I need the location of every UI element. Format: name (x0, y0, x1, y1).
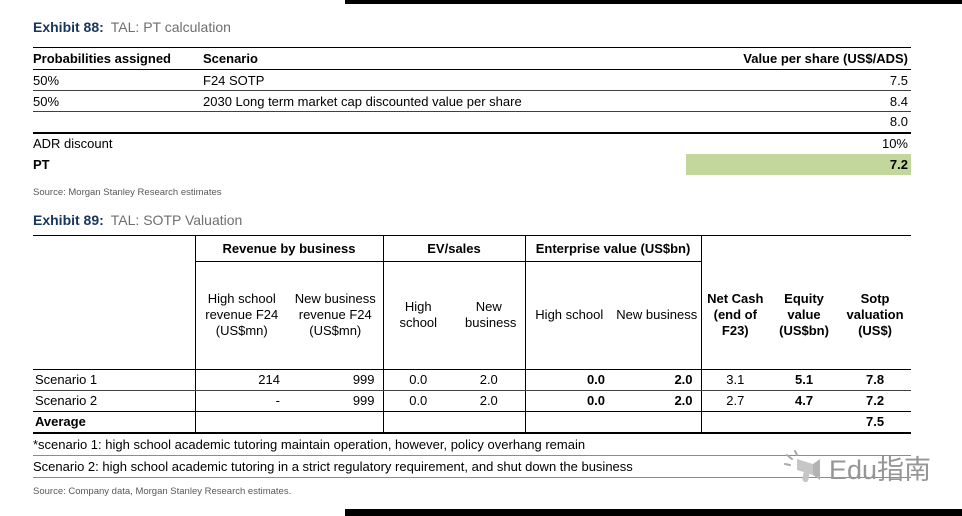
col-sotp-valuation: Sotp valuation (US$) (839, 261, 912, 370)
table-row: 50% 2030 Long term market cap discounted… (33, 90, 911, 112)
group-revenue-by-business: Revenue by business (194, 235, 384, 262)
scenario-1-row: Scenario 1 214 999 0.0 2.0 0.0 2.0 3.1 5… (33, 369, 912, 391)
footnote-scenario-2: Scenario 2: high school academic tutorin… (33, 456, 911, 478)
pt-label: PT (33, 156, 50, 172)
value-cell: 7.5 (686, 69, 911, 91)
cell: 5.1 (769, 369, 840, 391)
cell: 0.0 (382, 390, 454, 412)
price-target-row: PT 7.2 (33, 153, 911, 175)
exhibit-88-label: Exhibit 88: (33, 19, 104, 35)
group-header-row: Revenue by business EV/sales Enterprise … (33, 235, 912, 262)
subtotal-row: 8.0 (33, 111, 911, 134)
average-label: Average (33, 411, 195, 434)
col-high-school-revenue: High school revenue F24 (US$mn) (194, 261, 288, 370)
table-header-row: Probabilities assigned Scenario Value pe… (33, 47, 911, 70)
cell: 999 (288, 369, 384, 391)
cell: 2.0 (453, 390, 526, 412)
cell: 2.0 (613, 390, 702, 412)
cell: 214 (194, 369, 288, 391)
column-header-row: High school revenue F24 (US$mn) New busi… (33, 261, 912, 370)
adr-discount-label: ADR discount (33, 136, 113, 151)
exhibit-88-name: TAL: PT calculation (110, 19, 231, 35)
col-equity-value: Equity value (US$bn) (769, 261, 840, 370)
cell: 999 (288, 390, 384, 412)
megaphone-icon (784, 449, 820, 482)
cell: 0.0 (382, 369, 454, 391)
scenario-cell: F24 SOTP (203, 69, 686, 91)
col-evsales-high-school: High school (382, 261, 454, 370)
footnote-scenario-1: *scenario 1: high school academic tutori… (33, 434, 911, 456)
pt-calculation-table: Probabilities assigned Scenario Value pe… (33, 47, 911, 175)
cell: - (194, 390, 288, 412)
cell: 2.7 (700, 390, 770, 412)
cell: 2.0 (613, 369, 702, 391)
col-value-per-share: Value per share (US$/ADS) (686, 47, 911, 70)
col-ev-high-school: High school (524, 261, 614, 370)
scenario-name: Scenario 2 (33, 390, 195, 412)
edu-zhinan-watermark: Edu指南 (784, 448, 931, 487)
adr-discount-value: 10% (881, 136, 908, 151)
scenario-2-row: Scenario 2 - 999 0.0 2.0 0.0 2.0 2.7 4.7… (33, 390, 912, 412)
bottom-black-bar (345, 509, 962, 516)
average-row: Average 7.5 (33, 411, 912, 434)
adr-discount-row: ADR discount 10% (33, 133, 911, 154)
sotp-valuation-table: Revenue by business EV/sales Enterprise … (33, 234, 912, 434)
cell: 7.8 (839, 369, 912, 391)
value-cell: 8.4 (686, 90, 911, 112)
source-note: Source: Morgan Stanley Research estimate… (33, 186, 222, 198)
table-row: 50% F24 SOTP 7.5 (33, 69, 911, 91)
probability-cell: 50% (33, 69, 203, 91)
col-new-business-revenue: New business revenue F24 (US$mn) (288, 261, 384, 370)
cell: 3.1 (700, 369, 770, 391)
group-enterprise-value: Enterprise value (US$bn) (524, 235, 702, 262)
cell: 2.0 (453, 369, 526, 391)
exhibit-89-title: Exhibit 89: TAL: SOTP Valuation (33, 212, 911, 229)
cell: 4.7 (769, 390, 840, 412)
group-ev-sales: EV/sales (382, 235, 526, 262)
col-net-cash: Net Cash (end of F23) (700, 261, 770, 370)
report-page: Exhibit 88: TAL: PT calculation Probabili… (33, 0, 912, 497)
col-evsales-new-business: New business (453, 261, 526, 370)
subtotal-value: 8.0 (686, 111, 911, 134)
col-ev-new-business: New business (613, 261, 702, 370)
scenario-cell: 2030 Long term market cap discounted val… (203, 90, 686, 112)
watermark-brand-text: Edu指南 (829, 455, 932, 485)
cell: 0.0 (524, 390, 614, 412)
exhibit-89-label: Exhibit 89: (33, 211, 104, 228)
col-probabilities: Probabilities assigned (33, 47, 203, 70)
source-note: Source: Company data, Morgan Stanley Res… (33, 486, 292, 497)
top-black-bar (345, 0, 962, 4)
exhibit-89-name: TAL: SOTP Valuation (110, 211, 243, 228)
average-value: 7.5 (839, 411, 912, 434)
exhibit-88-title: Exhibit 88: TAL: PT calculation (33, 19, 911, 36)
probability-cell: 50% (33, 90, 203, 112)
scenario-name: Scenario 1 (33, 369, 195, 391)
cell: 7.2 (839, 390, 912, 412)
col-scenario: Scenario (203, 47, 686, 70)
pt-value-highlighted: 7.2 (686, 153, 911, 175)
cell: 0.0 (524, 369, 614, 391)
